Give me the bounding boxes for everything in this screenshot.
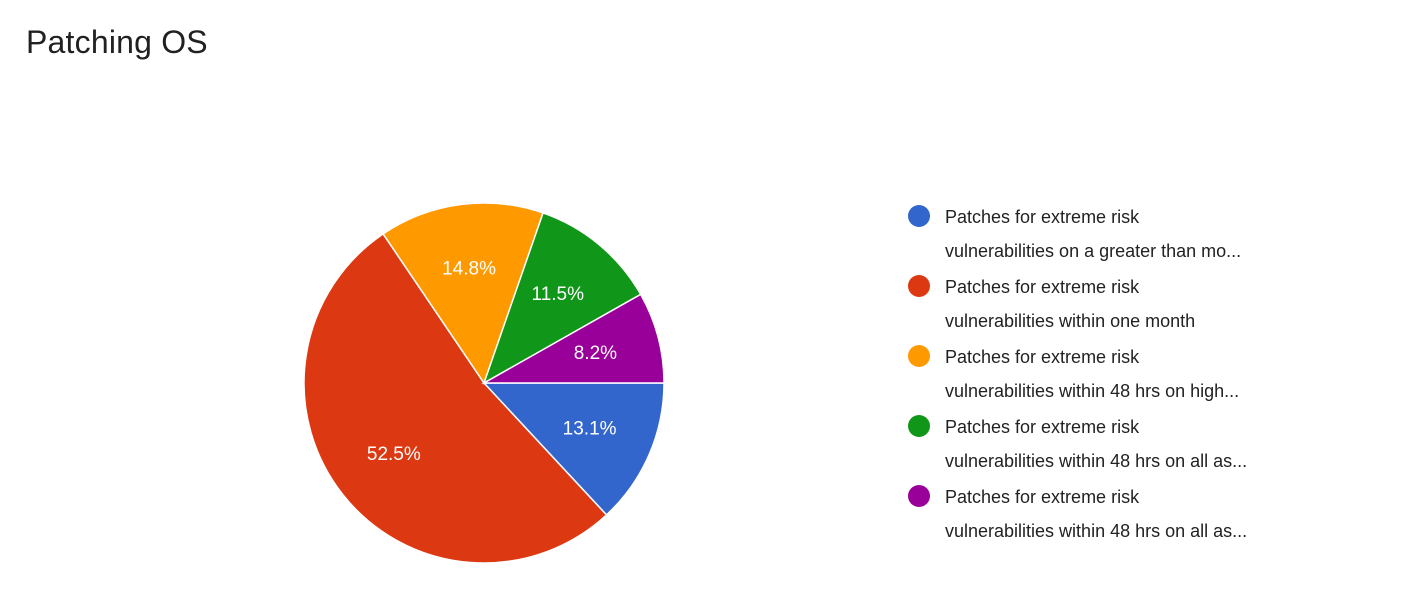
pie-slice-5[interactable]: [481, 293, 665, 384]
legend-label-line-2: vulnerabilities within 48 hrs on all as.…: [945, 521, 1248, 541]
legend-label: Patches for extreme risk vulnerabilities …: [945, 270, 1195, 338]
legend-label: Patches for extreme risk vulnerabilities …: [945, 200, 1241, 268]
legend-label-line-1: Patches for extreme risk: [945, 207, 1140, 227]
legend-swatch: [908, 275, 930, 297]
legend-item[interactable]: Patches for extreme risk vulnerabilities …: [908, 480, 1388, 550]
chart-title: Patching OS: [26, 24, 208, 60]
chart-legend: Patches for extreme risk vulnerabilities …: [908, 200, 1388, 550]
legend-item[interactable]: Patches for extreme risk vulnerabilities …: [908, 410, 1388, 480]
slice-percent-label: 52.5%: [367, 444, 421, 465]
legend-swatch: [908, 415, 930, 437]
legend-label-line-1: Patches for extreme risk: [945, 347, 1140, 367]
slice-percent-label: 13.1%: [563, 419, 617, 440]
legend-label-line-1: Patches for extreme risk: [945, 487, 1140, 507]
pie-slice-4[interactable]: [482, 212, 642, 385]
legend-item[interactable]: Patches for extreme risk vulnerabilities …: [908, 270, 1388, 340]
legend-item[interactable]: Patches for extreme risk vulnerabilities …: [908, 200, 1388, 270]
legend-swatch: [908, 345, 930, 367]
legend-label-line-1: Patches for extreme risk: [945, 417, 1140, 437]
pie-slice-labels: 13.1% 52.5% 14.8% 11.5% 8.2%: [367, 258, 617, 465]
legend-swatch: [908, 485, 930, 507]
pie-slice-1[interactable]: [482, 382, 665, 516]
legend-label-line-2: vulnerabilities within 48 hrs on all as.…: [945, 451, 1248, 471]
slice-percent-label: 11.5%: [532, 284, 585, 305]
pie-slice-2[interactable]: [303, 232, 608, 564]
pie-slice-3[interactable]: [382, 202, 545, 385]
legend-label: Patches for extreme risk vulnerabilities …: [945, 340, 1239, 408]
slice-percent-label: 8.2%: [574, 343, 617, 364]
pie-slices: [303, 202, 665, 564]
legend-swatch: [908, 205, 930, 227]
legend-label-line-2: vulnerabilities within one month: [945, 311, 1196, 331]
legend-label: Patches for extreme risk vulnerabilities …: [945, 410, 1247, 478]
legend-label: Patches for extreme risk vulnerabilities …: [945, 480, 1247, 548]
legend-label-line-1: Patches for extreme risk: [945, 277, 1140, 297]
slice-percent-label: 14.8%: [442, 258, 496, 279]
legend-item[interactable]: Patches for extreme risk vulnerabilities …: [908, 340, 1388, 410]
legend-label-line-2: vulnerabilities within 48 hrs on high...: [945, 381, 1240, 401]
legend-label-line-2: vulnerabilities on a greater than mo...: [945, 241, 1242, 261]
